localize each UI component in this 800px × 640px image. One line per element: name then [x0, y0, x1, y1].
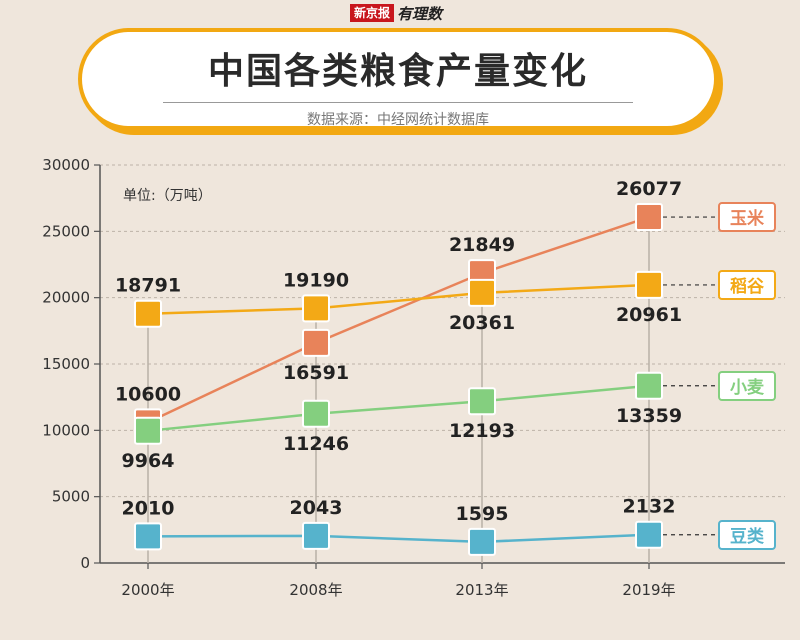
data-label: 2043 — [290, 497, 343, 519]
x-tick-label: 2019年 — [622, 581, 675, 599]
data-label: 20361 — [449, 312, 515, 334]
page-title: 中国各类粮食产量变化 — [207, 51, 588, 92]
data-point-小麦 — [635, 371, 663, 400]
data-point-小麦 — [134, 416, 162, 445]
data-point-稻谷 — [635, 270, 663, 299]
data-label: 13359 — [616, 405, 682, 427]
legend-tag-小麦: 小麦 — [718, 370, 776, 401]
data-label: 16591 — [283, 362, 349, 384]
data-point-玉米 — [302, 328, 330, 357]
series-line-小麦 — [147, 384, 650, 433]
data-label: 26077 — [616, 178, 682, 200]
data-point-稻谷 — [302, 294, 330, 323]
data-label: 18791 — [115, 275, 181, 297]
data-label: 2010 — [122, 497, 175, 519]
data-point-豆类 — [302, 521, 330, 550]
data-label: 19190 — [283, 269, 349, 291]
data-label: 12193 — [449, 420, 515, 442]
data-point-小麦 — [468, 387, 496, 416]
unit-label: 单位:（万吨） — [123, 188, 212, 204]
title-card: 中国各类粮食产量变化 数据来源：中经网统计数据库 — [78, 28, 718, 130]
title-divider — [163, 102, 633, 103]
data-label: 2132 — [623, 496, 676, 518]
y-tick-label: 10000 — [42, 421, 90, 439]
y-tick-label: 30000 — [42, 156, 90, 174]
data-label: 21849 — [449, 234, 515, 256]
data-point-豆类 — [468, 527, 496, 556]
data-label: 11246 — [283, 433, 349, 455]
legend-tag-玉米: 玉米 — [718, 202, 776, 233]
legend-tag-豆类: 豆类 — [718, 519, 776, 550]
data-label: 9964 — [122, 450, 175, 472]
series-line-玉米 — [147, 215, 650, 424]
y-tick-label: 20000 — [42, 289, 90, 307]
data-label: 10600 — [115, 383, 181, 405]
y-tick-label: 5000 — [52, 488, 90, 506]
x-tick-label: 2000年 — [121, 581, 174, 599]
data-label: 1595 — [456, 503, 509, 525]
data-point-豆类 — [134, 522, 162, 551]
brand-logo: 新京报 有理数 — [350, 2, 442, 24]
series-line-豆类 — [147, 533, 650, 544]
y-tick-label: 25000 — [42, 222, 90, 240]
x-tick-label: 2008年 — [289, 581, 342, 599]
series-line-稻谷 — [147, 283, 650, 315]
data-label: 20961 — [616, 304, 682, 326]
data-point-小麦 — [302, 399, 330, 428]
y-tick-label: 15000 — [42, 355, 90, 373]
data-point-稻谷 — [468, 278, 496, 307]
data-source: 数据来源：中经网统计数据库 — [307, 112, 489, 128]
data-point-豆类 — [635, 520, 663, 549]
brand-name: 新京报 — [350, 4, 395, 22]
x-tick-label: 2013年 — [455, 581, 508, 599]
brand-column: 有理数 — [397, 4, 443, 23]
data-point-稻谷 — [134, 299, 162, 328]
data-point-玉米 — [635, 203, 663, 232]
y-tick-label: 0 — [80, 554, 90, 572]
legend-tag-稻谷: 稻谷 — [718, 269, 776, 300]
